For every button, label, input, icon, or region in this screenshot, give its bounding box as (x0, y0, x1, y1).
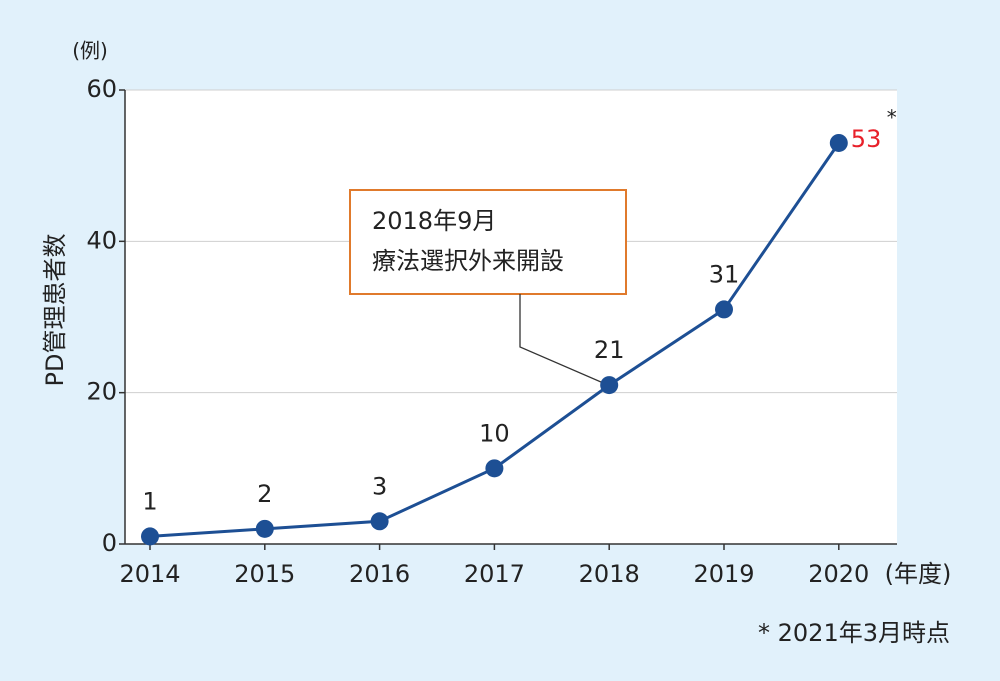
data-point (715, 300, 733, 319)
x-tick-label: 2019 (693, 560, 754, 588)
data-point (255, 519, 274, 538)
data-point (370, 512, 389, 531)
data-label: 2 (257, 480, 272, 508)
data-point (829, 133, 848, 152)
annotation-text: 2018年9月 (372, 207, 496, 235)
x-tick-label: 2020 (808, 560, 869, 588)
x-tick-label: 2015 (234, 560, 295, 588)
x-tick-label: 2016 (349, 560, 410, 588)
annotation-box (349, 189, 627, 295)
data-label: 10 (479, 419, 510, 447)
footnote: * 2021年3月時点 (758, 619, 950, 647)
y-tick-label: 20 (86, 378, 117, 406)
x-tick-label: 2017 (464, 560, 525, 588)
annotation-leader (519, 294, 602, 383)
data-point (600, 376, 619, 395)
y-axis-label: PD管理患者数 (41, 234, 69, 387)
x-unit: (年度) (885, 560, 952, 588)
data-label: 53 (851, 125, 882, 153)
plot-area (125, 90, 897, 544)
x-tick-label: 2014 (119, 560, 180, 588)
annotation-text: 療法選択外来開設 (372, 247, 564, 275)
y-tick-label: 0 (102, 529, 117, 557)
data-label: 21 (594, 336, 625, 364)
data-label: 31 (709, 260, 740, 288)
y-tick-label: 60 (86, 75, 117, 103)
data-point (141, 527, 159, 546)
note-mark: * (887, 105, 897, 129)
y-unit: (例) (72, 39, 108, 63)
x-tick-label: 2018 (579, 560, 640, 588)
data-point (485, 459, 504, 478)
data-label: 3 (372, 472, 387, 500)
data-label: 1 (142, 487, 157, 515)
y-tick-label: 40 (86, 226, 117, 254)
